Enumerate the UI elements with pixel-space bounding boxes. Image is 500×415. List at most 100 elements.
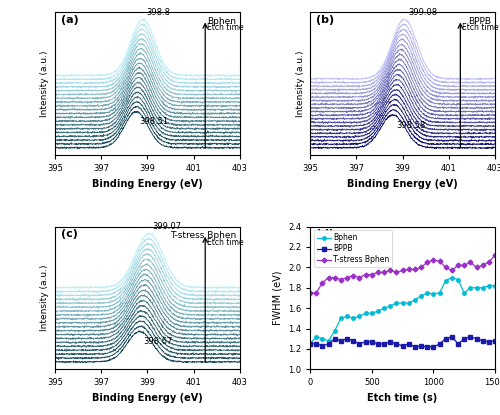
- T-stress Bphen: [461, 263, 467, 268]
- Text: (b): (b): [316, 15, 334, 25]
- T-stress Bphen: [326, 275, 332, 280]
- Line: T-stress Bphen: T-stress Bphen: [308, 254, 496, 295]
- Text: 399.08: 399.08: [408, 7, 437, 17]
- T-stress Bphen: [474, 265, 480, 270]
- Line: BPPB: BPPB: [308, 335, 496, 349]
- Bphen: [326, 338, 332, 343]
- T-stress Bphen: [468, 260, 473, 265]
- Text: Etch time: Etch time: [207, 23, 244, 32]
- T-stress Bphen: [492, 253, 498, 258]
- T-stress Bphen: [369, 272, 375, 277]
- T-stress Bphen: [406, 267, 411, 272]
- T-stress Bphen: [394, 270, 400, 275]
- T-stress Bphen: [455, 263, 461, 268]
- Bphen: [418, 293, 424, 298]
- Bphen: [314, 334, 320, 339]
- T-stress Bphen: [320, 280, 326, 285]
- BPPB: [424, 344, 430, 349]
- T-stress Bphen: [418, 265, 424, 270]
- Bphen: [338, 316, 344, 321]
- Bphen: [332, 328, 338, 333]
- BPPB: [436, 342, 442, 347]
- Bphen: [394, 300, 400, 305]
- BPPB: [356, 342, 362, 347]
- T-stress Bphen: [412, 267, 418, 272]
- Bphen: [375, 309, 381, 314]
- Text: BPPB: BPPB: [468, 17, 491, 26]
- T-stress Bphen: [486, 260, 492, 265]
- Text: 398.67: 398.67: [144, 337, 172, 346]
- Y-axis label: FWHM (eV): FWHM (eV): [272, 271, 282, 325]
- Legend: Bphen, BPPB, T-stress Bphen: Bphen, BPPB, T-stress Bphen: [314, 230, 392, 267]
- BPPB: [375, 342, 381, 347]
- Bphen: [449, 275, 455, 280]
- Bphen: [362, 311, 368, 316]
- Bphen: [320, 336, 326, 341]
- T-stress Bphen: [400, 268, 406, 273]
- Text: 399.07: 399.07: [152, 222, 182, 231]
- BPPB: [394, 342, 400, 347]
- T-stress Bphen: [449, 268, 455, 273]
- T-stress Bphen: [338, 277, 344, 282]
- Text: 398.58: 398.58: [396, 120, 426, 129]
- T-stress Bphen: [387, 268, 393, 273]
- BPPB: [400, 343, 406, 348]
- Text: 398.51: 398.51: [140, 117, 168, 126]
- Text: Etch time: Etch time: [462, 23, 499, 32]
- Bphen: [406, 300, 411, 305]
- Bphen: [442, 278, 448, 283]
- Bphen: [436, 290, 442, 295]
- T-stress Bphen: [480, 263, 486, 268]
- Bphen: [430, 291, 436, 296]
- BPPB: [326, 342, 332, 347]
- BPPB: [381, 342, 387, 347]
- Line: Bphen: Bphen: [308, 276, 496, 346]
- X-axis label: Etch time (s): Etch time (s): [368, 393, 438, 403]
- BPPB: [412, 344, 418, 349]
- T-stress Bphen: [314, 290, 320, 295]
- BPPB: [461, 336, 467, 341]
- BPPB: [430, 344, 436, 349]
- X-axis label: Binding Energy (eV): Binding Energy (eV): [92, 179, 203, 189]
- Bphen: [350, 316, 356, 321]
- T-stress Bphen: [381, 270, 387, 275]
- T-stress Bphen: [375, 270, 381, 275]
- X-axis label: Binding Energy (eV): Binding Energy (eV): [347, 179, 458, 189]
- Bphen: [486, 283, 492, 288]
- T-stress Bphen: [436, 259, 442, 264]
- BPPB: [468, 334, 473, 339]
- T-stress Bphen: [350, 273, 356, 278]
- T-stress Bphen: [307, 290, 313, 295]
- Text: (d): (d): [316, 229, 334, 239]
- Text: T-stress Bphen: T-stress Bphen: [170, 231, 236, 240]
- T-stress Bphen: [442, 265, 448, 270]
- BPPB: [474, 336, 480, 341]
- T-stress Bphen: [430, 258, 436, 263]
- BPPB: [338, 338, 344, 343]
- Y-axis label: Intensity (a.u.): Intensity (a.u.): [40, 51, 50, 117]
- BPPB: [406, 342, 411, 347]
- Bphen: [468, 285, 473, 290]
- T-stress Bphen: [356, 275, 362, 280]
- Bphen: [412, 298, 418, 303]
- Bphen: [307, 342, 313, 347]
- BPPB: [350, 338, 356, 343]
- BPPB: [307, 342, 313, 347]
- BPPB: [492, 338, 498, 343]
- BPPB: [449, 334, 455, 339]
- Text: 398.8: 398.8: [146, 8, 171, 17]
- Bphen: [344, 314, 350, 319]
- Bphen: [356, 314, 362, 319]
- T-stress Bphen: [362, 272, 368, 277]
- Bphen: [400, 300, 406, 305]
- BPPB: [486, 339, 492, 344]
- BPPB: [455, 342, 461, 347]
- Bphen: [387, 304, 393, 309]
- Bphen: [461, 290, 467, 295]
- Text: (c): (c): [60, 229, 78, 239]
- BPPB: [344, 336, 350, 341]
- Text: (a): (a): [60, 15, 78, 25]
- T-stress Bphen: [332, 275, 338, 280]
- BPPB: [418, 343, 424, 348]
- Y-axis label: Intensity (a.u.): Intensity (a.u.): [296, 51, 304, 117]
